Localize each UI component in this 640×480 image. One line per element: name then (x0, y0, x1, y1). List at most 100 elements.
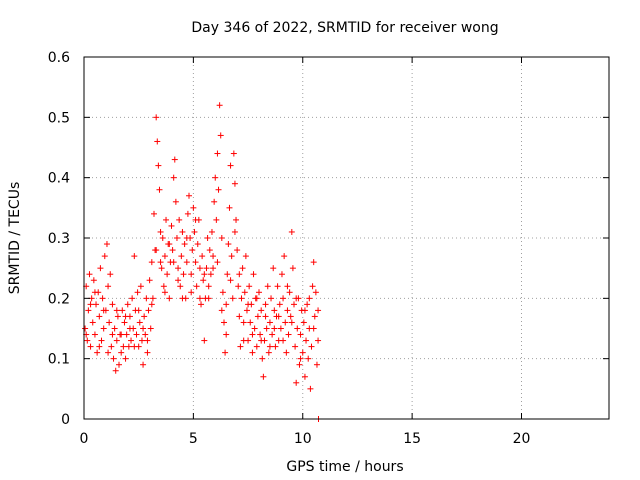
data-point (119, 307, 126, 314)
data-point (124, 301, 131, 308)
data-point (157, 259, 164, 266)
data-point (211, 198, 218, 205)
data-point (143, 295, 150, 302)
data-point (235, 283, 242, 290)
y-tick-label: 0.3 (48, 231, 70, 247)
data-point (257, 331, 264, 338)
data-point (213, 216, 220, 223)
data-point (237, 343, 244, 350)
data-point (183, 259, 190, 266)
data-point (229, 295, 236, 302)
data-point (270, 265, 277, 272)
data-point (227, 162, 234, 169)
data-point (303, 337, 310, 344)
data-point (266, 343, 273, 350)
data-point (118, 349, 125, 356)
data-point (258, 337, 265, 344)
data-point (260, 373, 267, 380)
data-point (133, 331, 140, 338)
data-point (145, 307, 152, 314)
data-point (169, 247, 176, 254)
data-point (253, 295, 260, 302)
data-point (156, 186, 163, 193)
data-point (188, 289, 195, 296)
data-point (168, 222, 175, 229)
data-point (239, 265, 246, 272)
data-point (227, 277, 234, 284)
data-point (148, 259, 155, 266)
data-point (275, 313, 282, 320)
data-point (228, 253, 235, 260)
data-point (131, 343, 138, 350)
data-point (186, 192, 192, 199)
data-point (249, 331, 256, 338)
data-point (234, 247, 241, 254)
data-point (246, 283, 253, 290)
data-point (153, 247, 160, 254)
data-point (166, 241, 173, 248)
data-point (116, 361, 122, 368)
x-tick-label: 10 (294, 431, 312, 447)
data-point (151, 210, 157, 217)
data-point (206, 247, 213, 254)
data-point (189, 247, 196, 254)
data-point (216, 102, 223, 109)
data-point (262, 301, 269, 308)
data-point (218, 235, 225, 241)
data-point (236, 271, 243, 278)
data-point (144, 337, 151, 344)
data-point (236, 313, 243, 320)
data-point (114, 313, 121, 320)
data-point (103, 241, 110, 248)
data-point (201, 337, 208, 344)
data-point (109, 331, 116, 338)
y-tick-label: 0.2 (48, 291, 70, 307)
data-point (230, 150, 237, 157)
data-point (134, 289, 141, 296)
data-point (122, 313, 129, 320)
data-point (157, 228, 164, 235)
data-point (140, 361, 147, 368)
data-point (306, 295, 313, 302)
data-point (315, 337, 322, 344)
data-point (137, 283, 144, 290)
data-point (280, 295, 287, 302)
data-point (310, 325, 317, 332)
data-point (154, 138, 161, 145)
data-point (118, 331, 125, 338)
data-point (192, 259, 199, 266)
data-point (178, 253, 185, 260)
x-tick-label: 15 (403, 431, 421, 447)
data-point (149, 295, 156, 302)
data-point (296, 361, 303, 368)
data-point (87, 301, 94, 308)
data-point (287, 313, 294, 320)
data-point (180, 271, 187, 278)
data-point (93, 301, 100, 308)
data-point (128, 337, 135, 344)
data-point (262, 313, 269, 320)
data-point (301, 373, 308, 380)
chart-title: Day 346 of 2022, SRMTID for receiver won… (191, 20, 498, 36)
data-point (175, 265, 182, 272)
data-point (253, 343, 260, 350)
data-point (121, 319, 128, 326)
data-point (240, 337, 247, 344)
data-point (223, 331, 230, 338)
data-point (184, 210, 191, 217)
data-point (191, 228, 198, 235)
data-point (171, 156, 178, 163)
data-point (221, 319, 227, 326)
data-point (308, 343, 315, 350)
data-point (297, 355, 304, 362)
data-point (100, 307, 107, 314)
data-point (203, 265, 210, 272)
data-point (111, 325, 118, 332)
data-point (271, 307, 278, 314)
data-point (107, 271, 114, 278)
data-point (101, 253, 108, 260)
data-point (153, 114, 160, 121)
data-point (288, 319, 295, 326)
x-tick-label: 20 (513, 431, 531, 447)
data-point (263, 325, 270, 332)
